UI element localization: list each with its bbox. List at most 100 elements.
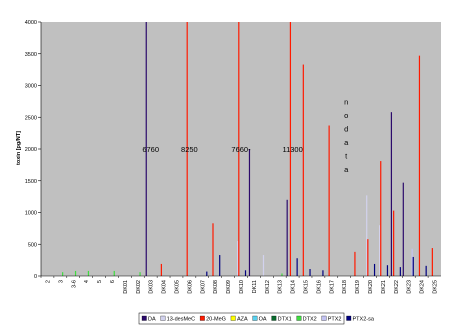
x-tick-label: 5	[97, 280, 103, 283]
y-tick-label: 500	[28, 242, 37, 248]
bar-PTX2-sa-DK15	[309, 269, 311, 276]
bar-20-MeG-DK21	[380, 161, 382, 276]
annotation-letter: n	[344, 98, 348, 107]
bar-20-MeG-DK10	[238, 22, 240, 276]
legend-item-PTX2: PTX2	[321, 315, 342, 323]
bars-layer	[62, 22, 433, 276]
x-tick-label: DK23	[407, 280, 413, 294]
bar-20-MeG-DK25	[431, 248, 433, 276]
y-axis: 0 500 1000 1500 2000 2500 3000 3500 4000	[25, 20, 42, 280]
bar-20-MeG-DK04	[160, 263, 162, 276]
bar-DA-DK22	[390, 112, 393, 276]
bar-13-desMeC-DK20	[366, 195, 368, 276]
x-tick-label: DK21	[381, 280, 387, 294]
legend-item-DA: DA	[141, 315, 156, 323]
x-tick-label: DK25	[433, 280, 439, 294]
bar-13-desMeC-DK21	[379, 225, 381, 276]
x-tick-label: DK09	[226, 280, 232, 294]
bar-DTX2-3	[62, 272, 64, 276]
legend-label: 20-MeG	[206, 317, 226, 323]
legend-swatch	[141, 315, 147, 321]
x-tick-label: DK19	[355, 280, 361, 294]
legend-swatch	[346, 315, 352, 321]
value-annotation: 8250	[181, 145, 198, 154]
x-tick-label: DK03	[149, 280, 155, 294]
bar-DTX2-6	[113, 270, 115, 276]
annotation-letter: d	[344, 125, 348, 134]
x-tick-label: DK01	[123, 280, 129, 294]
y-tick-label: 3500	[25, 52, 37, 58]
bar-DA-DK11	[248, 149, 251, 276]
y-tick-label: 4000	[25, 20, 37, 26]
x-tick-label: DK24	[420, 280, 426, 294]
x-tick-label: DK17	[329, 280, 335, 294]
bar-13-desMeC-DK10	[237, 241, 239, 276]
bar-PTX2-sa-DK08	[219, 255, 221, 276]
annotation-letter: a	[344, 165, 349, 174]
legend-label: DTX1	[278, 317, 292, 323]
y-tick-label: 0	[34, 274, 37, 280]
x-tick-label: DK22	[394, 280, 400, 294]
legend-item-20-MeG: 20-MeG	[199, 315, 226, 323]
x-tick-label: DK14	[291, 280, 297, 294]
x-tick-label: 4	[84, 280, 90, 283]
annotation-letter: t	[345, 152, 348, 161]
bar-PTX2-sa-DK14	[296, 258, 298, 276]
x-tick-label: DK15	[304, 280, 310, 294]
bar-PTX2-sa-DK07	[206, 271, 208, 276]
x-tick-label: DK10	[239, 280, 245, 294]
legend-swatch	[321, 315, 327, 321]
legend-item-DTX1: DTX1	[271, 315, 292, 323]
legend: DA 13-desMeC 20-MeG AZA OA DTX1 DTX2 PTX2 PTX2-s…	[138, 312, 375, 325]
bar-20-MeG-DK19	[354, 251, 356, 276]
x-tick-label: 3	[58, 280, 64, 283]
bar-DTX2-4	[87, 270, 90, 276]
bar-DTX2-3-6	[74, 270, 77, 276]
x-tick-label: 3-6	[71, 280, 77, 288]
x-tick-label: 6	[110, 280, 116, 283]
x-tick-label: DK07	[200, 280, 206, 294]
legend-label: OA	[259, 317, 267, 323]
x-tick-label: DK05	[174, 280, 180, 294]
bar-20-MeG-DK22	[393, 210, 395, 276]
bar-PTX2-sa-DK22	[399, 267, 401, 276]
y-tick-label: 3000	[25, 84, 37, 90]
legend-item-DTX2: DTX2	[296, 315, 317, 323]
bar-DA-DK23-extra	[402, 182, 404, 276]
plot-area	[41, 22, 441, 276]
value-annotation: 7660-	[231, 145, 251, 154]
legend-label: AZA	[237, 317, 248, 323]
x-tick-label: DK13	[278, 280, 284, 294]
bar-PTX2-sa-DK24	[425, 265, 427, 276]
x-tick-label: DK20	[368, 280, 374, 294]
value-annotation: 11300	[282, 145, 302, 154]
legend-label: PTX2-sa	[353, 317, 375, 323]
legend-swatch	[271, 315, 277, 321]
bar-DA-DK14-extra	[286, 199, 288, 276]
legend-box	[138, 312, 345, 325]
legend-label: 13-desMeC	[167, 317, 195, 323]
x-tick-label: DK04	[162, 280, 168, 294]
bar-DTX2-DK13	[281, 273, 283, 276]
legend-swatch	[230, 315, 236, 321]
bar-PTX2-sa-DK23	[412, 256, 414, 276]
bar-PTX2-DK23	[411, 248, 413, 276]
y-tick-label: 1500	[25, 179, 37, 185]
legend-item-AZA: AZA	[230, 315, 248, 323]
x-tick-label: DK12	[265, 280, 271, 294]
bar-DA-DK03	[145, 22, 147, 276]
legend-label: PTX2	[328, 317, 342, 323]
legend-swatch	[296, 315, 302, 321]
y-tick-label: 2000	[25, 147, 37, 153]
value-annotation: 6760	[142, 145, 159, 154]
bar-13-desMeC-DK12	[262, 255, 265, 276]
y-axis-label: toxin [pg/NT]	[16, 131, 22, 165]
bar-PTX2-sa-DK16	[322, 270, 324, 276]
bar-20-MeG-DK08	[212, 223, 214, 276]
legend-item-13-desMeC: 13-desMeC	[160, 315, 195, 323]
bar-20-MeG-DK20	[367, 239, 369, 276]
bar-20-MeG-DK06	[186, 22, 188, 276]
